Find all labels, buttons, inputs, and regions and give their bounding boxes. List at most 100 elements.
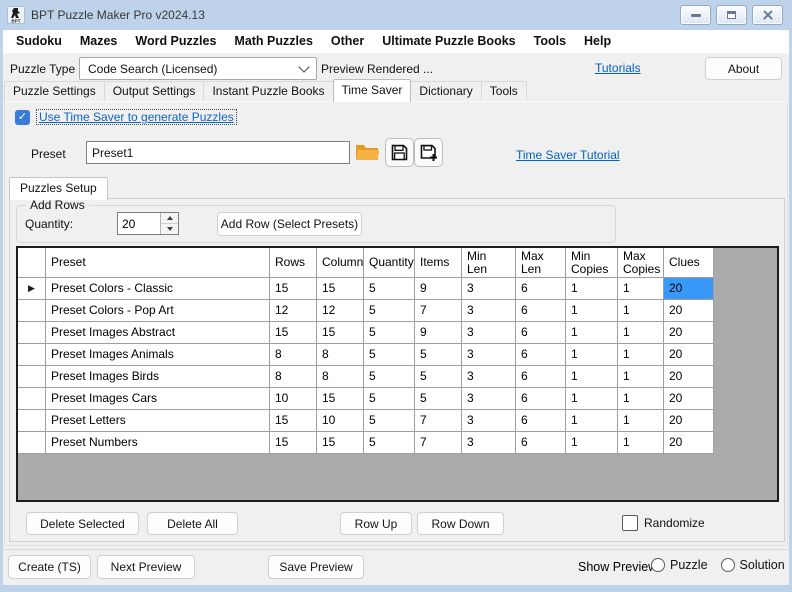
column-header-min-len[interactable]: Min Len — [462, 248, 516, 278]
puzzle-type-combobox[interactable]: Code Search (Licensed) — [79, 57, 317, 80]
grid-cell[interactable]: 5 — [364, 366, 415, 388]
column-header-items[interactable]: Items — [415, 248, 462, 278]
row-header[interactable] — [18, 410, 46, 432]
stepper-down-button[interactable] — [161, 224, 178, 234]
tab-instant-puzzle-books[interactable]: Instant Puzzle Books — [203, 81, 334, 101]
menu-item-math-puzzles[interactable]: Math Puzzles — [234, 34, 313, 48]
grid-cell[interactable]: 15 — [270, 278, 317, 300]
create-ts-button[interactable]: Create (TS) — [8, 555, 91, 579]
grid-cell[interactable]: Preset Images Animals — [46, 344, 270, 366]
grid-cell[interactable]: 1 — [618, 344, 664, 366]
grid-cell[interactable]: 1 — [618, 410, 664, 432]
grid-cell[interactable]: 5 — [415, 344, 462, 366]
grid-cell[interactable]: Preset Numbers — [46, 432, 270, 454]
row-header[interactable] — [18, 322, 46, 344]
grid-cell[interactable]: 7 — [415, 432, 462, 454]
delete-selected-button[interactable]: Delete Selected — [26, 512, 139, 535]
grid-cell[interactable]: 5 — [364, 322, 415, 344]
minimize-button[interactable] — [680, 5, 711, 25]
grid-cell[interactable]: 20 — [664, 432, 714, 454]
row-header[interactable] — [18, 366, 46, 388]
grid-cell[interactable]: 15 — [270, 432, 317, 454]
column-header-rows[interactable]: Rows — [270, 248, 317, 278]
column-header-min-copies[interactable]: Min Copies — [566, 248, 618, 278]
grid-cell[interactable]: 6 — [516, 366, 566, 388]
row-selector-header[interactable] — [18, 248, 46, 278]
randomize-checkbox[interactable]: Randomize — [622, 515, 705, 531]
grid-cell[interactable]: 6 — [516, 432, 566, 454]
grid-cell[interactable]: Preset Letters — [46, 410, 270, 432]
grid-cell[interactable]: 20 — [664, 278, 714, 300]
maximize-button[interactable] — [716, 5, 747, 25]
save-preset-button[interactable] — [385, 138, 414, 167]
use-time-saver-label[interactable]: Use Time Saver to generate Puzzles — [36, 109, 237, 125]
grid-cell[interactable]: 3 — [462, 322, 516, 344]
tab-output-settings[interactable]: Output Settings — [103, 81, 205, 101]
menu-item-other[interactable]: Other — [330, 34, 365, 48]
checked-checkbox-icon[interactable]: ✓ — [15, 109, 30, 125]
row-header[interactable]: ▶ — [18, 278, 46, 300]
grid-cell[interactable]: 3 — [462, 432, 516, 454]
column-header-columns[interactable]: Columns — [317, 248, 364, 278]
add-row-button[interactable]: Add Row (Select Presets) — [217, 212, 362, 236]
grid-cell[interactable]: 12 — [270, 300, 317, 322]
delete-all-button[interactable]: Delete All — [147, 512, 238, 535]
grid-cell[interactable]: 1 — [618, 322, 664, 344]
row-header[interactable] — [18, 300, 46, 322]
grid-cell[interactable]: 5 — [364, 278, 415, 300]
grid-cell[interactable]: 3 — [462, 344, 516, 366]
grid-cell[interactable]: 8 — [270, 344, 317, 366]
grid-cell[interactable]: 3 — [462, 300, 516, 322]
grid-cell[interactable]: 1 — [618, 366, 664, 388]
column-header-clues[interactable]: Clues — [664, 248, 714, 278]
grid-cell[interactable]: 5 — [364, 300, 415, 322]
row-up-button[interactable]: Row Up — [340, 512, 412, 535]
row-header[interactable] — [18, 388, 46, 410]
grid-cell[interactable]: 20 — [664, 410, 714, 432]
grid-cell[interactable]: 1 — [618, 432, 664, 454]
grid-cell[interactable]: Preset Colors - Classic — [46, 278, 270, 300]
grid-cell[interactable]: 5 — [364, 410, 415, 432]
grid-cell[interactable]: 15 — [317, 278, 364, 300]
grid-cell[interactable]: 15 — [270, 322, 317, 344]
grid-cell[interactable]: 1 — [618, 388, 664, 410]
quantity-stepper[interactable] — [117, 212, 179, 235]
grid-cell[interactable]: 8 — [317, 366, 364, 388]
grid-cell[interactable]: 6 — [516, 300, 566, 322]
open-preset-button[interactable] — [353, 138, 381, 165]
row-down-button[interactable]: Row Down — [417, 512, 504, 535]
save-preset-as-button[interactable] — [414, 138, 443, 167]
menu-item-word-puzzles[interactable]: Word Puzzles — [135, 34, 217, 48]
row-header[interactable] — [18, 432, 46, 454]
grid-cell[interactable]: 1 — [566, 344, 618, 366]
use-time-saver-row[interactable]: ✓ Use Time Saver to generate Puzzles — [15, 109, 237, 125]
time-saver-tutorial-link[interactable]: Time Saver Tutorial — [516, 148, 620, 162]
grid-cell[interactable]: 15 — [317, 432, 364, 454]
column-header-max-len[interactable]: Max Len — [516, 248, 566, 278]
grid-cell[interactable]: 20 — [664, 300, 714, 322]
grid-cell[interactable]: 9 — [415, 322, 462, 344]
radio-option-solution[interactable]: Solution — [720, 558, 785, 572]
grid-cell[interactable]: 7 — [415, 410, 462, 432]
grid-cell[interactable]: 1 — [566, 278, 618, 300]
column-header-quantity[interactable]: Quantity — [364, 248, 415, 278]
grid-cell[interactable]: 1 — [566, 388, 618, 410]
grid-cell[interactable]: 12 — [317, 300, 364, 322]
grid-cell[interactable]: 5 — [364, 432, 415, 454]
grid-cell[interactable]: 3 — [462, 388, 516, 410]
grid-cell[interactable]: Preset Colors - Pop Art — [46, 300, 270, 322]
grid-cell[interactable]: 10 — [270, 388, 317, 410]
grid-cell[interactable]: 15 — [270, 410, 317, 432]
grid-cell[interactable]: 8 — [270, 366, 317, 388]
grid-cell[interactable]: 1 — [618, 300, 664, 322]
grid-cell[interactable]: 20 — [664, 366, 714, 388]
tutorials-link[interactable]: Tutorials — [595, 61, 641, 75]
save-preview-button[interactable]: Save Preview — [268, 555, 364, 579]
column-header-preset[interactable]: Preset — [46, 248, 270, 278]
radio-option-puzzle[interactable]: Puzzle — [651, 558, 708, 572]
menu-item-help[interactable]: Help — [584, 34, 612, 48]
column-header-max-copies[interactable]: Max Copies — [618, 248, 664, 278]
menu-item-sudoku[interactable]: Sudoku — [16, 34, 62, 48]
quantity-input[interactable] — [118, 213, 160, 234]
grid-cell[interactable]: Preset Images Cars — [46, 388, 270, 410]
